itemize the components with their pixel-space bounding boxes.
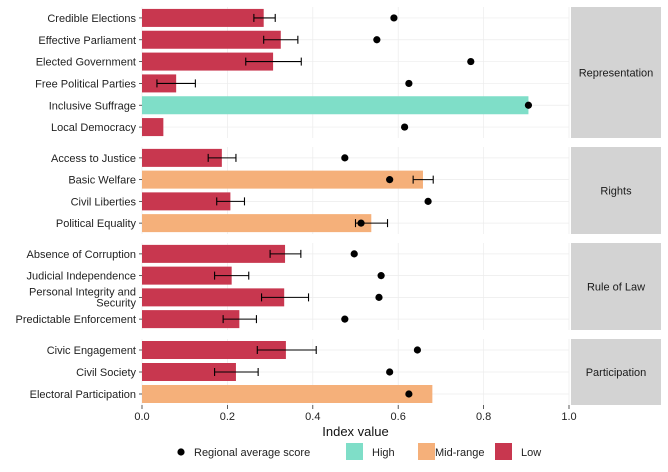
legend: Regional average score High Mid-range Low (177, 443, 541, 460)
x-tick-label: 0.2 (220, 411, 235, 423)
bar (142, 341, 286, 359)
y-tick-label: Civil Liberties (71, 196, 137, 208)
x-tick-label: 0.6 (391, 411, 406, 423)
regional-point (424, 197, 432, 205)
regional-point (405, 390, 413, 398)
regional-point (357, 219, 365, 227)
y-tick-label: Absence of Corruption (27, 249, 136, 261)
regional-point (405, 79, 413, 88)
x-axis: 0.0 0.2 0.4 0.6 0.8 1.0 (134, 405, 577, 423)
bar (142, 52, 274, 71)
facet-strip (571, 7, 661, 138)
facet-strip-label: Rule of Law (587, 282, 645, 294)
x-tick-label: 0.8 (476, 411, 491, 423)
facet-strip-label: Representation (579, 68, 654, 80)
bar (142, 266, 232, 285)
regional-point (377, 272, 385, 280)
bar (142, 8, 264, 27)
regional-point (467, 57, 475, 66)
y-tick-label: Political Equality (56, 218, 137, 230)
panel-representation: Credible Elections Effective Parliament El… (35, 7, 661, 138)
legend-label: Low (521, 447, 541, 459)
bar (142, 170, 423, 189)
bar (142, 214, 372, 233)
regional-point (375, 293, 383, 301)
y-tick-label: Credible Elections (47, 13, 136, 25)
y-tick-label: Predictable Enforcement (16, 314, 136, 326)
x-tick-label: 1.0 (561, 411, 576, 423)
legend-label: Mid-range (435, 447, 485, 459)
y-tick-label: Effective Parliament (38, 35, 136, 47)
panels-layer: Credible Elections Effective Parliament El… (16, 7, 661, 405)
x-axis-title: Index value (322, 424, 389, 439)
y-tick-label: Civic Engagement (47, 345, 136, 357)
y-tick-label: Electoral Participation (30, 389, 136, 401)
regional-point (401, 123, 409, 131)
panel-rights: Access to Justice Basic Welfare Civil Libe… (51, 147, 661, 234)
legend-swatch (346, 443, 363, 460)
bar (142, 310, 240, 329)
y-tick-label-line: Security (96, 297, 136, 309)
y-tick-label: Personal Integrity and Security (29, 286, 137, 309)
panel-rule-of-law: Absence of Corruption Judicial Independen… (16, 243, 661, 330)
y-tick-label: Access to Justice (51, 153, 136, 165)
bar (142, 30, 281, 49)
regional-point (373, 36, 381, 44)
bar (142, 148, 222, 167)
bar (142, 363, 236, 381)
bar (142, 96, 529, 115)
regional-point (341, 315, 349, 323)
y-tick-label: Judicial Independence (27, 271, 136, 283)
y-tick-label: Civil Society (76, 367, 136, 379)
x-tick-label: 0.0 (134, 411, 149, 423)
regional-point (386, 368, 394, 376)
facet-strip-label: Participation (586, 367, 647, 379)
bar (142, 192, 231, 211)
legend-label: High (372, 447, 395, 459)
facet-strip (571, 147, 661, 234)
bar (142, 385, 433, 403)
regional-point (386, 176, 394, 184)
regional-point (390, 14, 398, 22)
y-tick-label: Inclusive Suffrage (49, 100, 136, 112)
y-tick-label: Local Democracy (51, 122, 136, 134)
regional-point (413, 346, 422, 354)
legend-swatch (418, 443, 435, 460)
panel-participation: Civic Engagement Civil Society Electoral P… (30, 339, 661, 405)
regional-point (341, 154, 349, 162)
bar (142, 244, 286, 263)
y-tick-label: Free Political Parties (35, 78, 136, 90)
bar (142, 118, 164, 137)
legend-swatch (495, 443, 512, 460)
bar (142, 288, 285, 307)
x-tick-label: 0.4 (305, 411, 320, 423)
y-tick-label-line: Personal Integrity and (29, 286, 136, 298)
facet-strip (571, 243, 661, 330)
y-tick-label: Basic Welfare (68, 175, 136, 187)
regional-point (524, 101, 533, 109)
legend-point-key (177, 448, 185, 456)
facet-strip-label: Rights (600, 186, 632, 198)
y-tick-label: Elected Government (36, 57, 136, 69)
regional-point (350, 250, 358, 258)
facet-strip (571, 339, 661, 405)
legend-point-label: Regional average score (194, 447, 310, 459)
